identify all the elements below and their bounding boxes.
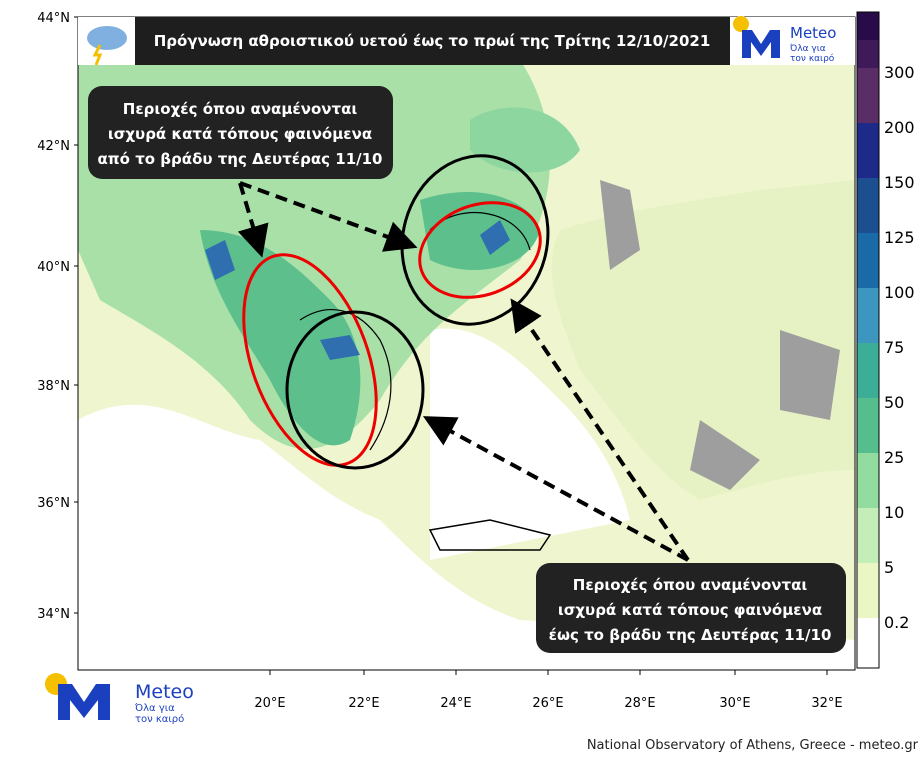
logo-tagline: τον καιρό (135, 713, 184, 725)
callout-box (536, 563, 846, 653)
colorbar-label: 10 (884, 503, 904, 522)
latitude-labels: 44°N 42°N 40°N 38°N 36°N 34°N (37, 11, 78, 622)
colorbar-label: 200 (884, 118, 915, 137)
logo-tagline: Όλα για (134, 702, 175, 714)
logo-name: Meteo (790, 24, 836, 42)
title: Πρόγνωση αθροιστικού υετού έως το πρωί τ… (154, 32, 711, 50)
longitude-labels: 20°E 22°E 24°E 26°E 28°E 30°E 32°E (254, 670, 843, 711)
colorbar-label: 75 (884, 338, 904, 357)
longitude-label: 28°E (624, 696, 655, 711)
callout-text: Περιοχές όπου αναμένονται (573, 576, 808, 594)
callout-box (88, 86, 393, 179)
logo-tagline: τον καιρό (790, 53, 835, 64)
colorbar-label: 125 (884, 228, 915, 247)
latitude-label: 42°N (37, 139, 70, 154)
callout-text: Περιοχές όπου αναμένονται (123, 100, 358, 118)
top-logo: Meteo Όλα για τον καιρό (733, 16, 836, 64)
logo-tagline: Όλα για (789, 43, 826, 54)
colorbar-label: 0.2 (884, 613, 909, 632)
longitude-label: 20°E (254, 696, 285, 711)
colorbar-label: 100 (884, 283, 915, 302)
longitude-label: 22°E (348, 696, 379, 711)
colorbar-label: 50 (884, 393, 904, 412)
colorbar-label: 150 (884, 173, 915, 192)
latitude-label: 44°N (37, 11, 70, 26)
longitude-label: 32°E (811, 696, 842, 711)
title-bar (135, 17, 730, 65)
latitude-label: 34°N (37, 607, 70, 622)
colorbar-label: 5 (884, 558, 894, 577)
latitude-label: 38°N (37, 379, 70, 394)
latitude-label: 36°N (37, 496, 70, 511)
map (78, 17, 855, 670)
colorbar-label: 25 (884, 448, 904, 467)
callout-text: ισχυρά κατά τόπους φαινόμενα (108, 125, 372, 143)
longitude-label: 24°E (440, 696, 471, 711)
callout-text: ισχυρά κατά τόπους φαινόμενα (558, 601, 822, 619)
longitude-label: 30°E (719, 696, 750, 711)
latitude-label: 40°N (37, 260, 70, 275)
callout-text: έως το βράδυ της Δευτέρας 11/10 (549, 626, 832, 644)
colorbar-label: 300 (884, 63, 915, 82)
colorbar-labels: 300 200 150 125 100 75 50 25 10 5 0.2 (884, 63, 915, 632)
colorbar (856, 11, 880, 669)
weather-icon (87, 26, 127, 66)
callout-text: από το βράδυ της Δευτέρας 11/10 (98, 150, 383, 168)
footer: National Observatory of Athens, Greece -… (587, 738, 919, 753)
longitude-label: 26°E (532, 696, 563, 711)
logo-name: Meteo (135, 681, 194, 703)
bottom-logo: Meteo Όλα για τον καιρό (45, 673, 194, 725)
